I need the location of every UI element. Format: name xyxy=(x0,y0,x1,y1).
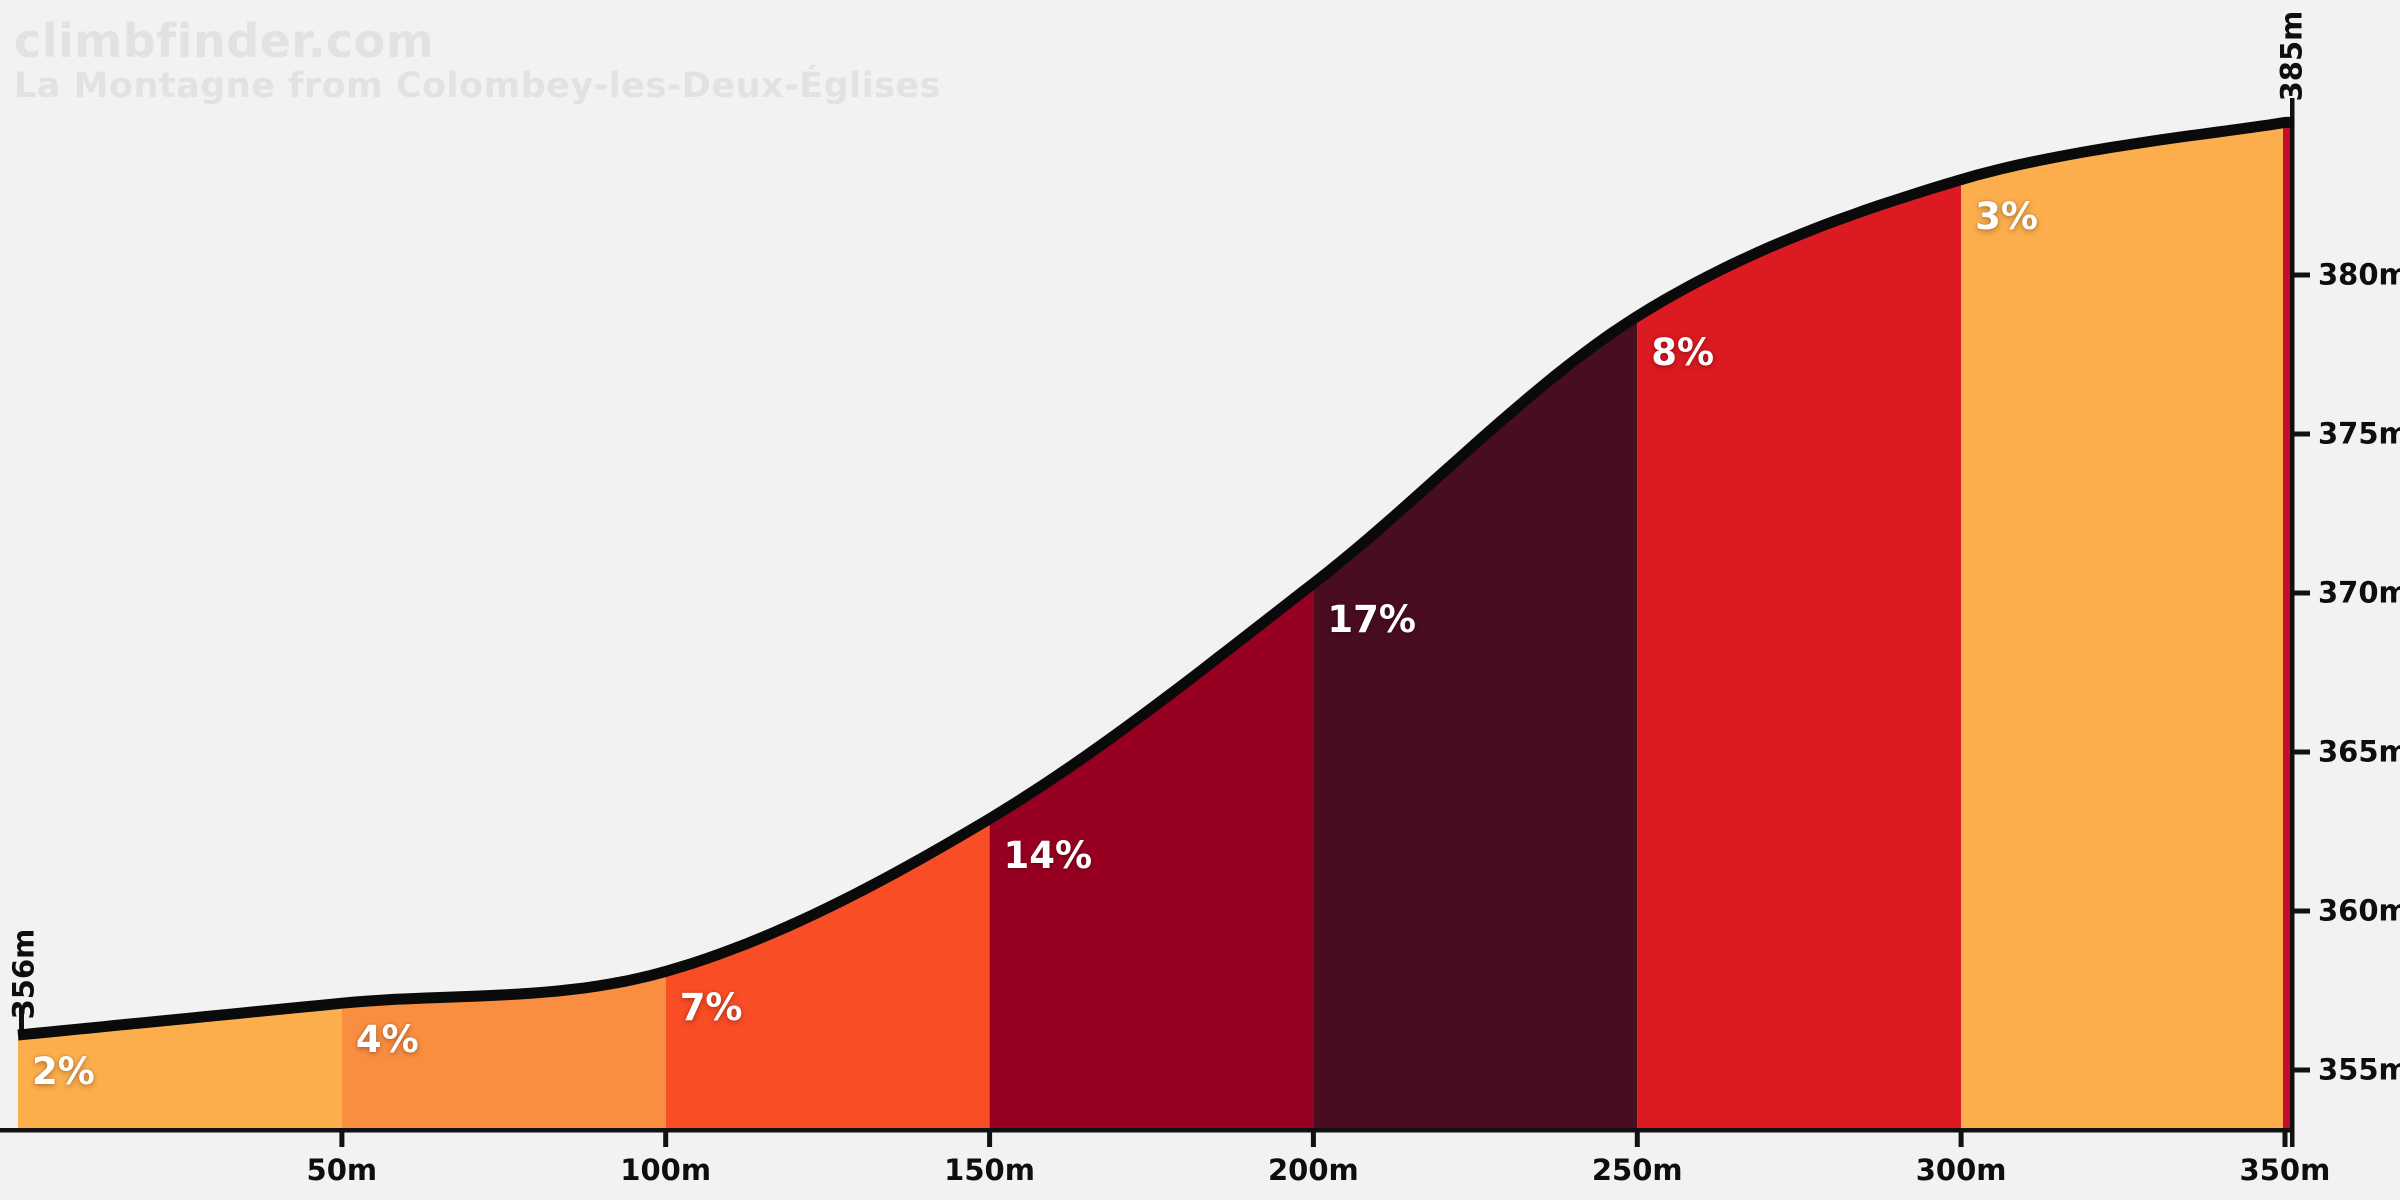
end-marker-strip xyxy=(2283,122,2290,1128)
x-axis-tick-label: 50m xyxy=(306,1153,378,1187)
gradient-label: 7% xyxy=(679,986,743,1030)
x-axis-tick-label: 100m xyxy=(620,1153,712,1187)
y-axis-tick-label: 365m xyxy=(2318,734,2400,769)
start-elevation-label: 356m xyxy=(6,928,41,1020)
x-axis-tick-label: 200m xyxy=(1268,1153,1359,1187)
x-axis-tick xyxy=(1634,1128,1640,1147)
gradient-label: 2% xyxy=(32,1050,95,1094)
x-axis-tick xyxy=(339,1128,345,1147)
start-elevation-tick xyxy=(19,1008,24,1038)
gradient-segment-area xyxy=(1961,122,2290,1128)
gradient-label: 4% xyxy=(355,1018,419,1062)
y-axis-tick xyxy=(2294,749,2310,755)
x-axis-tick xyxy=(663,1128,669,1147)
gradient-segment-area xyxy=(1637,179,1962,1129)
x-axis-tick xyxy=(1310,1128,1316,1147)
x-axis-line xyxy=(0,1128,2295,1133)
y-axis-tick-label: 360m xyxy=(2318,893,2400,928)
x-axis-tick-label: 300m xyxy=(1915,1153,2007,1187)
gradient-label: 8% xyxy=(1651,331,1715,375)
gradient-label: 14% xyxy=(1003,833,1093,877)
site-title: climbfinder.com xyxy=(14,14,435,68)
y-axis-tick xyxy=(2294,908,2310,914)
gradient-label: 3% xyxy=(1975,194,2038,238)
y-axis-tick-label: 375m xyxy=(2318,416,2400,451)
end-elevation-label: 385m xyxy=(2274,10,2309,102)
y-axis-tick-label: 380m xyxy=(2318,257,2400,292)
gradient-segment-area xyxy=(665,818,990,1128)
y-axis-tick xyxy=(2294,590,2310,596)
y-axis-tick-label: 370m xyxy=(2318,575,2400,610)
x-axis-tick-label: 150m xyxy=(944,1153,1035,1187)
gradient-segment-area xyxy=(18,1003,342,1128)
x-axis-tick xyxy=(987,1128,993,1147)
x-axis-tick xyxy=(1958,1128,1964,1147)
y-axis-tick xyxy=(2294,431,2310,437)
x-axis-tick-label: 250m xyxy=(1591,1153,1683,1187)
x-axis-tick xyxy=(2282,1128,2288,1147)
y-axis-tick xyxy=(2294,1067,2310,1073)
x-axis-tick-label: 350m xyxy=(2239,1153,2331,1187)
gradient-segment-area xyxy=(341,971,666,1128)
page-title: La Montagne from Colombey-les-Deux-Églis… xyxy=(14,66,941,106)
y-axis-line xyxy=(2290,98,2295,1147)
gradient-label: 17% xyxy=(1327,598,1416,642)
y-axis-tick-label: 355m xyxy=(2318,1052,2400,1087)
elevation-curve xyxy=(17,116,2295,1041)
y-axis-tick xyxy=(2294,272,2310,278)
gradient-segment-area xyxy=(989,583,1314,1128)
